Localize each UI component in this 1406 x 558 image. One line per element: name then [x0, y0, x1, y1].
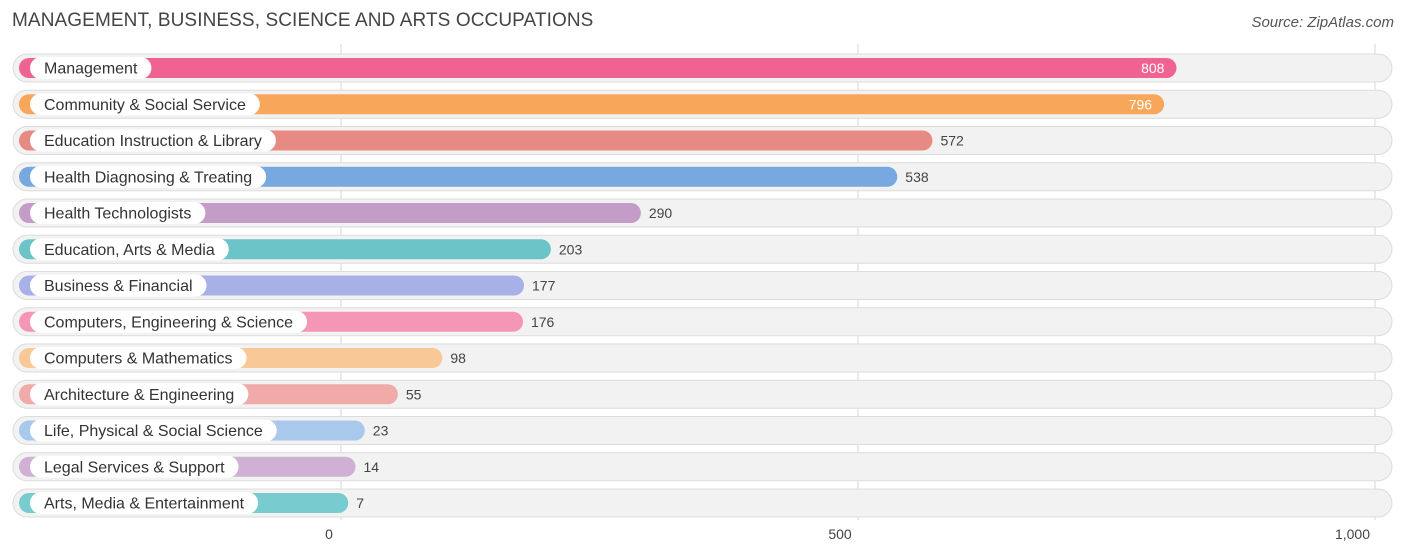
- category-label-pill: [30, 129, 276, 152]
- category-label-pill: [30, 492, 259, 514]
- bar-row: Life, Physical & Social Science 23: [12, 416, 1393, 445]
- value-label: 177: [532, 278, 556, 294]
- value-label: 176: [531, 314, 555, 330]
- value-label: 98: [450, 350, 466, 366]
- bar-row: Architecture & Engineering 55: [12, 379, 1393, 409]
- category-label-pill: [30, 310, 308, 333]
- bar-row: Management 808: [12, 53, 1393, 83]
- value-label: 23: [373, 423, 389, 439]
- category-label-pill: [30, 274, 207, 297]
- bar-row: Legal Services & Support 14: [12, 452, 1393, 482]
- bar-row: Education, Arts & Media 203: [12, 234, 1393, 264]
- chart-title: MANAGEMENT, BUSINESS, SCIENCE AND ARTS O…: [12, 10, 594, 31]
- value-label: 55: [406, 386, 422, 402]
- bar-row: Computers, Engineering & Science 176: [12, 307, 1393, 337]
- category-label-pill: [30, 238, 229, 261]
- category-label-pill: [30, 455, 239, 478]
- category-label-pill: [30, 383, 249, 406]
- bar-row: Community & Social Service 796: [12, 89, 1393, 119]
- category-label: Community & Social Service: [44, 97, 246, 114]
- category-label: Arts, Media & Entertainment: [44, 496, 245, 513]
- category-label-pill: [30, 57, 152, 79]
- source-label: Source: ZipAtlas.com: [1251, 14, 1394, 31]
- category-label: Education, Arts & Media: [44, 242, 215, 259]
- value-label: 796: [1129, 96, 1153, 112]
- category-label: Management: [44, 61, 138, 78]
- category-label: Health Technologists: [44, 206, 191, 223]
- row-background: [12, 452, 1393, 482]
- category-label-pill: [30, 165, 267, 188]
- value-label: 14: [363, 459, 379, 475]
- category-label: Architecture & Engineering: [44, 387, 234, 404]
- value-label: 538: [905, 169, 929, 185]
- bar: [19, 94, 1165, 115]
- value-label: 808: [1141, 60, 1165, 76]
- bar: [19, 58, 1177, 78]
- bar-row: Health Diagnosing & Treating 538: [12, 162, 1393, 192]
- x-tick-label: 0: [325, 526, 333, 542]
- x-tick-label: 1,000: [1335, 526, 1370, 542]
- bar-row: Business & Financial 177: [12, 271, 1393, 300]
- bar-row: Computers & Mathematics 98: [12, 343, 1393, 373]
- category-label: Computers & Mathematics: [44, 351, 233, 368]
- value-label: 203: [559, 241, 583, 257]
- value-label: 572: [940, 133, 964, 149]
- category-label: Legal Services & Support: [44, 459, 225, 476]
- bar-row: Arts, Media & Entertainment 7: [12, 488, 1393, 518]
- value-label: 7: [356, 495, 364, 511]
- category-label-pill: [30, 202, 206, 224]
- category-label: Computers, Engineering & Science: [44, 314, 293, 331]
- category-label-pill: [30, 93, 260, 116]
- category-label: Health Diagnosing & Treating: [44, 169, 252, 186]
- value-label: 290: [649, 205, 673, 221]
- category-label: Education Instruction & Library: [44, 133, 262, 150]
- category-label-pill: [30, 419, 277, 442]
- category-label: Business & Financial: [44, 278, 193, 295]
- bar-row: Health Technologists 290: [12, 198, 1393, 228]
- x-tick-label: 500: [828, 526, 852, 542]
- category-label: Life, Physical & Social Science: [44, 423, 263, 440]
- bar-row: Education Instruction & Library 572: [12, 126, 1393, 155]
- category-label-pill: [30, 347, 247, 369]
- row-background: [12, 488, 1393, 518]
